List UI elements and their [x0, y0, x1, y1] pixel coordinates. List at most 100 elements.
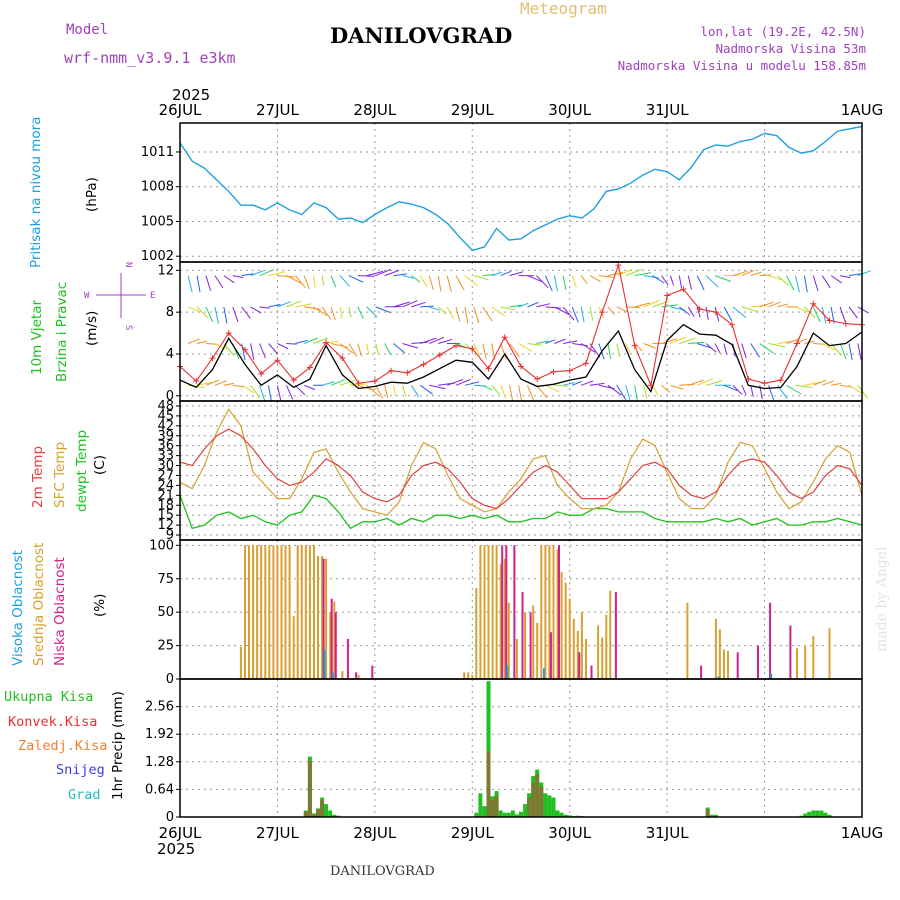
- tsfc-line: [179, 408, 863, 516]
- wind-vector: [277, 301, 291, 308]
- date-label-top: 30JUL: [548, 101, 591, 119]
- wind-vector: [330, 275, 337, 288]
- precip-total-bar: [478, 793, 483, 817]
- wind-vector: [250, 385, 261, 399]
- wind-vector: [661, 304, 678, 308]
- wind-gust-marker: [810, 300, 817, 307]
- date-label-top: 26JUL: [159, 101, 202, 119]
- wind-vector: [723, 306, 733, 322]
- wind-vector: [402, 300, 418, 308]
- wind-vector: [821, 343, 835, 351]
- wind-vector: [527, 343, 542, 346]
- wind-vector: [661, 275, 669, 286]
- temperature-ytick-label: 48: [157, 399, 174, 414]
- wind-gust-marker: [209, 355, 216, 362]
- wind-vector: [554, 384, 569, 387]
- wind-vector: [625, 306, 641, 309]
- wind-vector: [205, 275, 212, 292]
- wind-vector: [741, 385, 747, 396]
- wind-vector: [768, 343, 786, 348]
- pressure-ytick-label: 1008: [141, 180, 174, 195]
- wind-vector: [580, 275, 588, 285]
- precip-convective-bar: [705, 809, 710, 817]
- pressure-unit: (hPa): [84, 177, 100, 212]
- wind-vector: [831, 382, 842, 386]
- wind-vector: [625, 268, 642, 277]
- wind-vector: [330, 306, 336, 321]
- precip-total-bar: [523, 804, 528, 817]
- wind-vector: [777, 275, 790, 286]
- wind-vector: [830, 275, 842, 284]
- lonlat-label: lon,lat (19.2E, 42.5N): [700, 24, 866, 39]
- wind-gust-marker: [631, 342, 638, 349]
- precip-total-bar: [567, 815, 572, 817]
- wind-gust-marker: [518, 363, 524, 370]
- precip-convective-bar: [307, 760, 312, 817]
- pressure-ylabel: Pritisak na nivou mora: [28, 117, 44, 268]
- wind-vector: [741, 306, 759, 313]
- cloud-mid-ylabel: Srednja Oblacnost: [31, 543, 47, 666]
- wind-vector: [759, 274, 771, 277]
- wind-vector: [214, 306, 219, 324]
- wind-vector: [786, 338, 801, 344]
- wind-vector: [384, 269, 400, 277]
- precip-total-bar: [474, 812, 479, 817]
- wind-gust-marker: [485, 365, 492, 372]
- clouds-ytick-label: 25: [157, 639, 174, 654]
- wind-vector: [277, 275, 295, 278]
- wind-vector: [518, 385, 523, 402]
- wind-vector: [286, 300, 302, 308]
- wind-vector: [679, 337, 696, 344]
- wind-gust-marker: [323, 339, 330, 346]
- wind-vector: [375, 268, 392, 277]
- wind-vector: [268, 304, 281, 308]
- wind-gust-marker: [469, 345, 476, 352]
- wind-vector: [277, 343, 289, 350]
- precip-convective-bar: [312, 814, 316, 817]
- wind-vector: [420, 337, 437, 344]
- wind-ylabel-2: Brzina i Pravac: [54, 282, 70, 382]
- wind-vector: [187, 306, 201, 313]
- wind-vector: [348, 383, 366, 386]
- precip-total-bar: [559, 812, 564, 817]
- wind-vector: [705, 275, 719, 288]
- wind-vector: [661, 338, 678, 344]
- wind-vector: [822, 380, 834, 386]
- clouds-ytick-label: 50: [157, 605, 174, 620]
- wind-vector: [571, 306, 579, 323]
- cloud-low-ylabel: Niska Oblacnost: [52, 557, 68, 666]
- wind-vector: [723, 384, 738, 392]
- wind-vector: [572, 380, 582, 386]
- precip-total-bar: [803, 813, 808, 817]
- wind-vector: [839, 343, 847, 360]
- pressure-ytick-label: 1002: [141, 249, 174, 264]
- precip-ylabel: 1hr Precip: [110, 732, 126, 800]
- wind-vector: [446, 379, 464, 386]
- wind-vector: [250, 343, 255, 360]
- wind-vector: [589, 306, 594, 321]
- precip-convective-bar: [531, 782, 536, 817]
- wind-vector: [714, 275, 732, 282]
- precip-total-bar: [486, 681, 491, 817]
- precip-total-bar: [514, 814, 519, 817]
- wind-vector: [572, 343, 588, 347]
- wind-vector: [795, 384, 813, 388]
- pressure-ytick-label: 1005: [141, 214, 174, 229]
- wind-ytick-label: 12: [157, 263, 174, 278]
- wind-vector: [312, 306, 328, 317]
- wind-vector: [634, 343, 643, 352]
- wind-vector: [393, 343, 406, 354]
- footer-city: DANILOVGRAD: [330, 864, 435, 879]
- wind-vector: [545, 306, 561, 309]
- wind-vector: [223, 306, 228, 324]
- wind-vector: [339, 379, 356, 386]
- precip-convective-bar: [535, 773, 540, 817]
- date-label-bottom: 26JUL: [159, 824, 202, 842]
- wind-vector: [848, 273, 861, 277]
- wind-vector: [330, 379, 345, 386]
- wind-vector: [848, 384, 862, 394]
- wind-vector: [670, 336, 687, 344]
- wind-vector: [232, 275, 244, 279]
- wind-vector: [241, 306, 251, 319]
- wind-vector: [536, 303, 551, 308]
